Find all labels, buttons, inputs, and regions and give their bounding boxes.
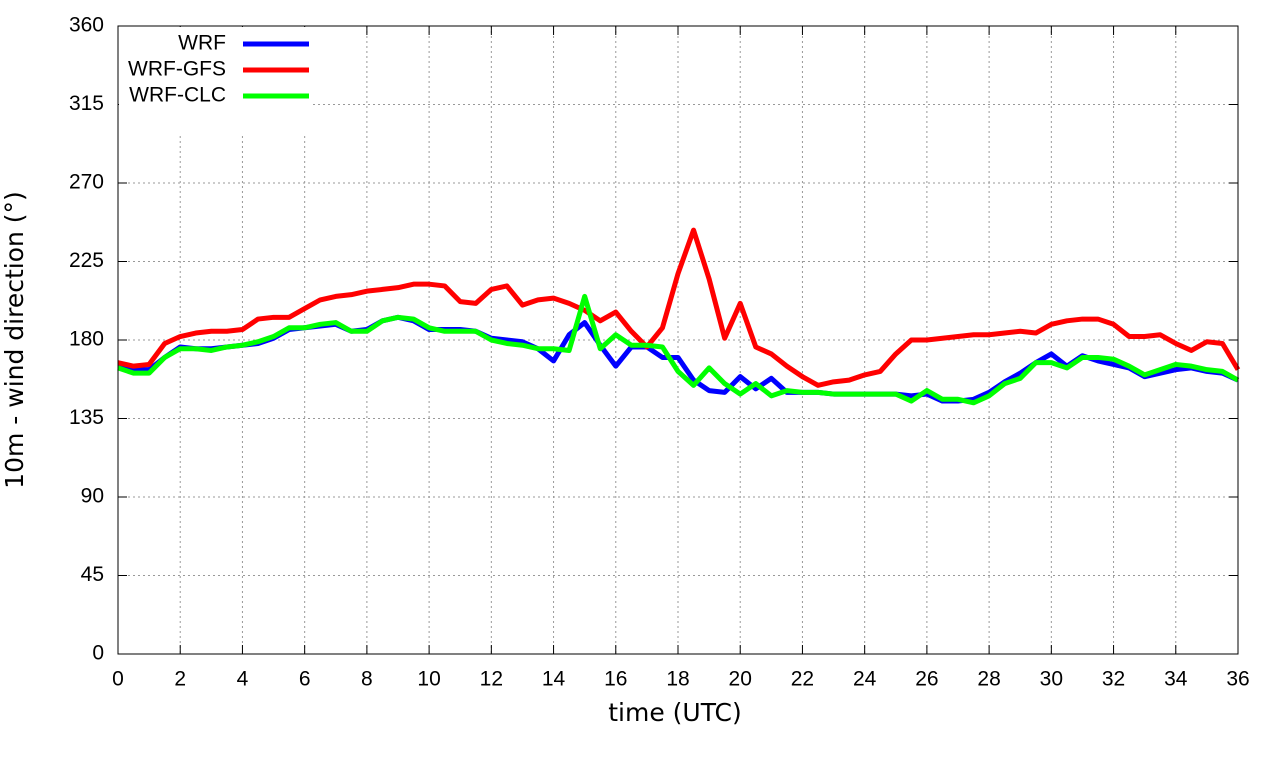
x-tick-label: 22 xyxy=(791,668,814,691)
x-tick-label: 28 xyxy=(977,668,1000,691)
x-tick-label: 30 xyxy=(1040,668,1063,691)
x-tick-label: 2 xyxy=(174,668,186,691)
x-tick-label: 24 xyxy=(853,668,877,691)
legend-label: WRF xyxy=(178,32,226,55)
plot-frame xyxy=(117,25,1239,655)
x-tick-label: 18 xyxy=(666,668,689,691)
legend-label: WRF-CLC xyxy=(129,84,226,107)
y-tick-label: 315 xyxy=(69,92,104,115)
x-tick-label: 0 xyxy=(112,668,124,691)
y-tick-label: 225 xyxy=(69,249,104,272)
x-tick-label: 12 xyxy=(480,668,503,691)
x-tick-label: 8 xyxy=(361,668,373,691)
x-axis-label: time (UTC) xyxy=(608,698,742,727)
y-tick-label: 0 xyxy=(92,642,104,665)
y-tick-label: 135 xyxy=(69,406,104,429)
x-tick-label: 36 xyxy=(1226,668,1249,691)
x-tick-label: 14 xyxy=(542,668,566,691)
line-series xyxy=(117,293,1240,406)
legend-label: WRF-GFS xyxy=(128,58,226,81)
y-tick-label: 360 xyxy=(69,14,104,37)
x-tick-label: 32 xyxy=(1102,668,1125,691)
line-series xyxy=(117,227,1241,388)
y-tick-label: 180 xyxy=(69,328,104,351)
x-tick-label: 6 xyxy=(299,668,311,691)
x-tick-label: 16 xyxy=(604,668,627,691)
y-tick-label: 270 xyxy=(69,171,104,194)
y-axis-label: 10m - wind direction (°) xyxy=(0,191,29,489)
x-tick-label: 4 xyxy=(237,668,249,691)
y-tick-label: 90 xyxy=(81,485,104,508)
y-tick-label: 45 xyxy=(81,563,104,586)
x-tick-label: 10 xyxy=(417,668,440,691)
x-tick-label: 26 xyxy=(915,668,938,691)
x-tick-label: 20 xyxy=(729,668,752,691)
x-tick-label: 34 xyxy=(1164,668,1188,691)
